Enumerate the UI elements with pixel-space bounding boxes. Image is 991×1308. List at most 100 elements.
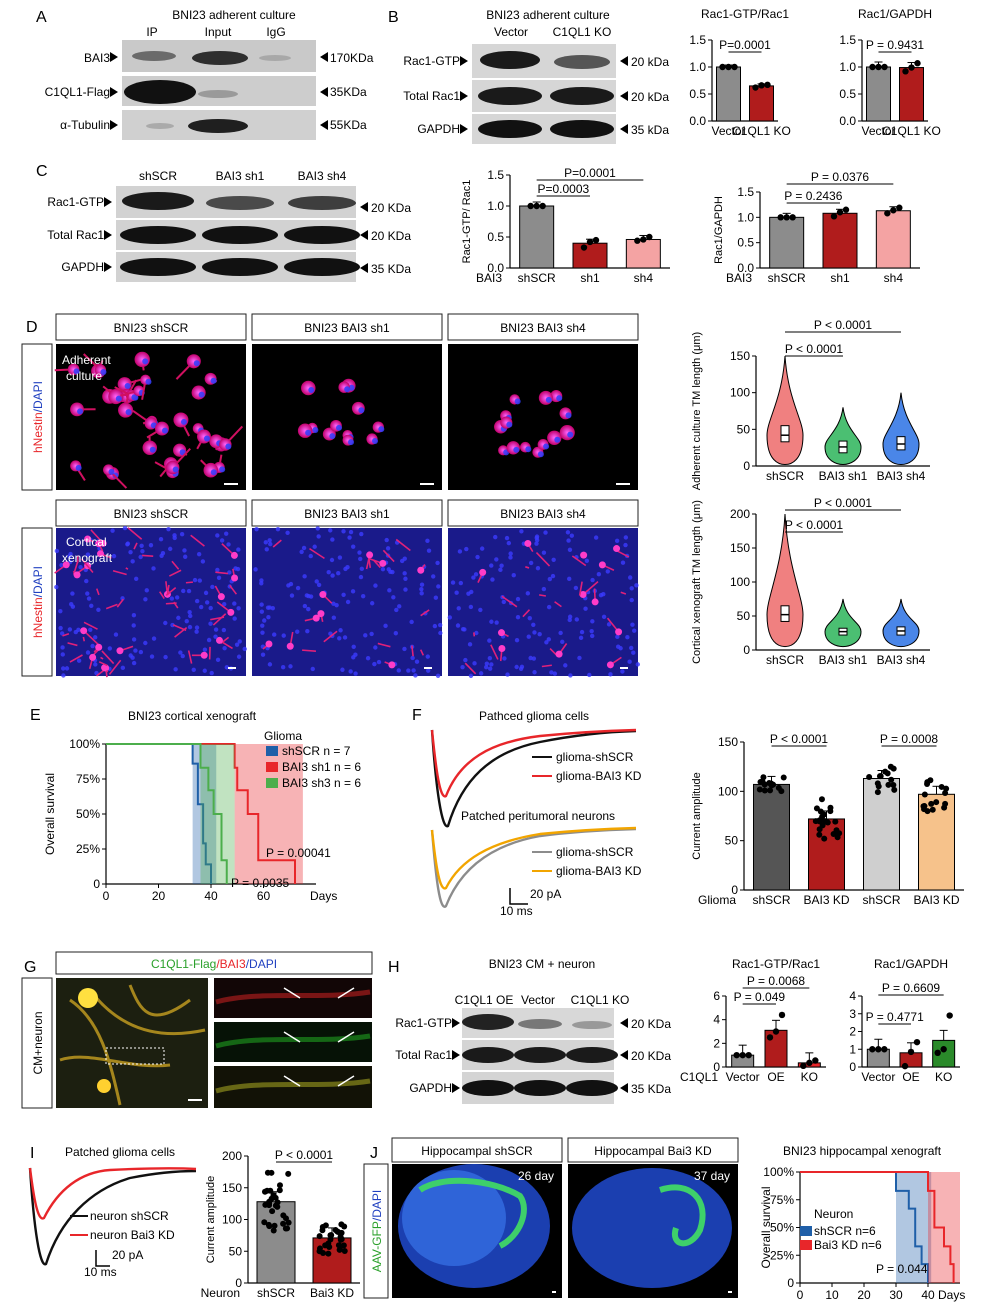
data-point — [341, 1247, 348, 1254]
p-value: P < 0.0001 — [770, 732, 828, 746]
data-point — [890, 781, 897, 788]
data-point — [539, 202, 546, 210]
nucleus-dot — [583, 606, 588, 611]
blot-B-row-arrows — [460, 56, 468, 134]
nucleus-dot — [93, 635, 98, 640]
tumor-process — [67, 642, 78, 647]
y-tick-label: 100 — [730, 575, 750, 589]
data-point — [580, 244, 588, 251]
nucleus-dot — [88, 627, 93, 633]
J-brain-section-2 — [572, 1168, 732, 1288]
nucleus-dot — [315, 526, 320, 531]
nucleus-dot — [312, 544, 317, 549]
data-point — [818, 796, 825, 803]
x-tick-label: sh4 — [634, 271, 654, 285]
G-zoom-merge-process — [215, 1078, 371, 1094]
x-tick-label: Vector — [726, 1070, 760, 1084]
nucleus-dot — [552, 671, 558, 676]
nucleus-dot — [358, 574, 364, 580]
nucleus-dot — [233, 566, 238, 571]
data-point — [834, 834, 841, 841]
tumor-cell — [555, 650, 563, 658]
y-tick-label: 50% — [770, 1221, 794, 1235]
tumor-process — [302, 649, 316, 652]
nucleus-dot — [259, 602, 264, 607]
data-point — [920, 803, 927, 810]
blot-A-band — [132, 51, 176, 61]
cell-nucleus — [556, 395, 563, 402]
D-image-xenograft-sh4 — [448, 528, 638, 676]
y-tick-label: 1.0 — [689, 60, 706, 74]
tumor-process — [185, 581, 193, 584]
data-point — [914, 60, 921, 67]
nucleus-dot — [267, 538, 272, 543]
G-title: C1QL1-Flag/BAI3/DAPI — [151, 957, 277, 971]
nucleus-dot — [198, 604, 204, 610]
nucleus-dot — [606, 622, 612, 627]
y-tick-label: 1.5 — [737, 185, 754, 199]
data-point — [270, 1227, 277, 1234]
y-tick-label: 3 — [849, 1007, 856, 1021]
nucleus-dot — [139, 543, 144, 549]
p-value: P = 0.0008 — [880, 732, 938, 746]
nucleus-dot — [413, 673, 418, 678]
nucleus-dot — [411, 668, 416, 673]
data-point — [783, 214, 790, 221]
D-bottom-title-1: BNI23 shSCR — [114, 507, 189, 521]
J-pvalue: P = 0.044 — [876, 1262, 928, 1276]
nucleus-dot — [376, 659, 382, 665]
blot-B-band — [478, 87, 542, 105]
nucleus-dot — [306, 593, 311, 599]
nucleus-dot — [348, 529, 354, 535]
nucleus-dot — [419, 586, 424, 592]
tumor-process — [82, 636, 86, 642]
data-point — [812, 818, 819, 825]
x-tick-label: shSCR — [862, 893, 900, 907]
nucleus-dot — [383, 623, 388, 629]
nucleus-dot — [574, 617, 580, 622]
tumor-process — [108, 659, 122, 675]
panel-letter-A: A — [36, 9, 47, 26]
D-overlay-1b: culture — [66, 369, 102, 383]
tumor-cell — [200, 651, 208, 659]
cell — [134, 351, 150, 368]
data-point — [942, 789, 949, 796]
nucleus-dot — [351, 655, 356, 660]
nucleus-dot — [402, 571, 407, 576]
cell-nucleus — [75, 464, 82, 471]
tumor-cell — [84, 535, 92, 543]
nucleus-dot — [188, 613, 193, 619]
nucleus-dot — [345, 599, 351, 605]
blot-A-band — [124, 80, 196, 104]
nucleus-dot — [589, 628, 594, 634]
panel-E-survival: BNI23 cortical xenograft 025%50%75%100%0… — [43, 709, 361, 903]
nucleus-dot — [197, 578, 202, 583]
nucleus-dot — [419, 582, 425, 587]
cell-nucleus — [336, 424, 343, 431]
cell-nucleus — [567, 431, 574, 438]
y-tick-label: 25% — [76, 842, 100, 856]
nucleus-dot — [541, 586, 547, 592]
x-tick-label: 30 — [889, 1288, 903, 1302]
nucleus-dot — [547, 576, 553, 582]
y-tick-label: 0.0 — [487, 261, 504, 275]
tumor-cell — [116, 647, 124, 655]
data-point — [800, 1062, 807, 1070]
nucleus-dot — [593, 535, 599, 540]
nucleus-dot — [337, 555, 343, 560]
nucleus-dot — [506, 540, 512, 546]
cell-nucleus — [554, 436, 561, 443]
nucleus-dot — [206, 637, 212, 643]
nucleus-dot — [487, 638, 492, 643]
y-tick-label: 0 — [93, 877, 100, 891]
nucleus-dot — [58, 608, 63, 614]
data-point — [913, 1038, 921, 1046]
blot-A-row-arrows — [110, 52, 118, 130]
p-value: P = 0.6609 — [882, 981, 940, 995]
data-point — [890, 207, 897, 214]
data-point — [316, 1248, 323, 1255]
bar-shSCR — [256, 1201, 296, 1284]
nucleus-dot — [254, 526, 259, 532]
nucleus-dot — [84, 578, 89, 584]
